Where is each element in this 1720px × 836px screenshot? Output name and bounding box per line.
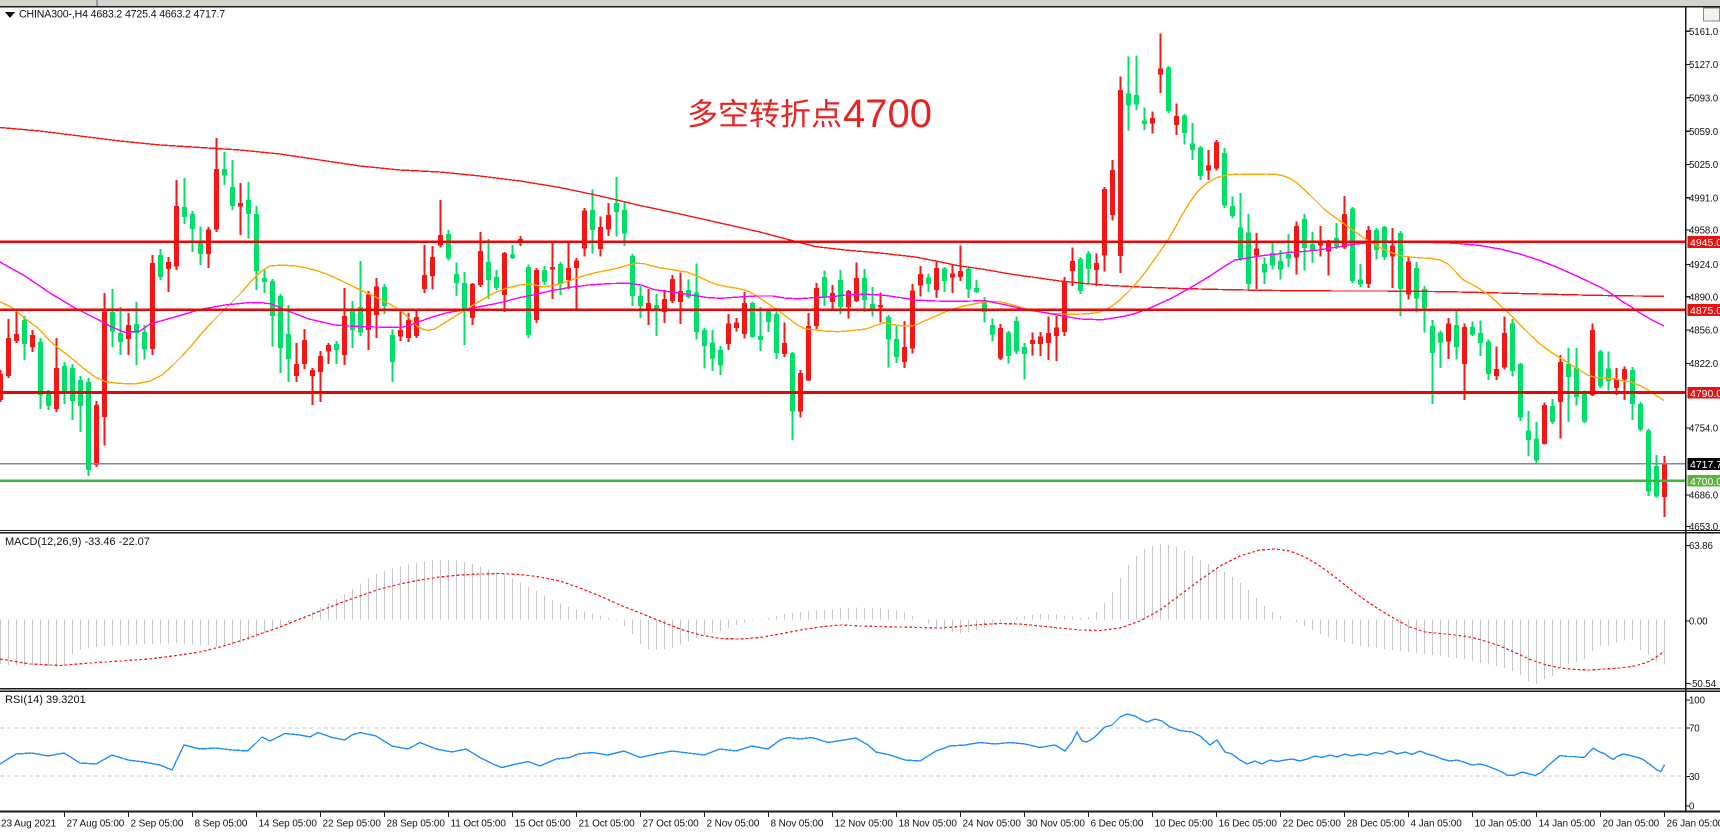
svg-text:4 Jan 05:00: 4 Jan 05:00 [1411,819,1463,830]
svg-text:14 Jan 05:00: 14 Jan 05:00 [1539,819,1596,830]
svg-text:4700.0: 4700.0 [1690,476,1720,488]
svg-text:2 Nov 05:00: 2 Nov 05:00 [707,819,760,830]
svg-text:4890.0: 4890.0 [1689,292,1719,303]
svg-text:23 Aug 2021: 23 Aug 2021 [1,819,57,830]
svg-text:30 Nov 05:00: 30 Nov 05:00 [1027,819,1086,830]
svg-text:6 Dec 05:00: 6 Dec 05:00 [1091,819,1144,830]
svg-text:5161.0: 5161.0 [1689,27,1719,38]
svg-text:4875.0: 4875.0 [1690,305,1720,317]
svg-text:-50.54: -50.54 [1689,679,1717,690]
svg-text:2 Sep 05:00: 2 Sep 05:00 [131,819,184,830]
svg-text:28 Sep 05:00: 28 Sep 05:00 [387,819,446,830]
svg-text:15 Oct 05:00: 15 Oct 05:00 [515,819,572,830]
svg-text:20 Jan 05:00: 20 Jan 05:00 [1603,819,1660,830]
svg-text:27 Aug 05:00: 27 Aug 05:00 [67,819,125,830]
svg-text:0: 0 [1689,802,1695,813]
svg-text:10 Dec 05:00: 10 Dec 05:00 [1155,819,1214,830]
svg-text:22 Dec 05:00: 22 Dec 05:00 [1283,819,1342,830]
svg-text:100: 100 [1689,696,1706,707]
svg-text:4991.0: 4991.0 [1689,193,1719,204]
svg-text:8 Nov 05:00: 8 Nov 05:00 [771,819,824,830]
svg-text:14 Sep 05:00: 14 Sep 05:00 [259,819,318,830]
svg-text:22 Sep 05:00: 22 Sep 05:00 [323,819,382,830]
svg-text:12 Nov 05:00: 12 Nov 05:00 [835,819,894,830]
svg-text:21 Oct 05:00: 21 Oct 05:00 [579,819,636,830]
svg-text:4700: 4700 [843,92,932,136]
svg-text:28 Dec 05:00: 28 Dec 05:00 [1347,819,1406,830]
svg-text:4924.0: 4924.0 [1689,260,1719,271]
svg-text:4958.0: 4958.0 [1689,226,1719,237]
svg-text:4653.0: 4653.0 [1689,522,1719,533]
svg-text:24 Nov 05:00: 24 Nov 05:00 [963,819,1022,830]
svg-text:8 Sep 05:00: 8 Sep 05:00 [195,819,248,830]
svg-text:4856.0: 4856.0 [1689,326,1719,337]
svg-text:RSI(14) 39.3201: RSI(14) 39.3201 [5,694,86,706]
svg-text:26 Jan 05:00: 26 Jan 05:00 [1667,819,1720,830]
svg-text:4754.0: 4754.0 [1689,424,1719,435]
svg-text:0.00: 0.00 [1689,617,1708,628]
svg-text:4717.7: 4717.7 [1690,459,1720,471]
svg-text:5127.0: 5127.0 [1689,60,1719,71]
svg-text:4686.0: 4686.0 [1689,491,1719,502]
svg-text:70: 70 [1689,724,1700,735]
svg-text:11 Oct 05:00: 11 Oct 05:00 [451,819,507,830]
svg-text:4945.0: 4945.0 [1690,237,1720,249]
svg-text:5093.0: 5093.0 [1689,93,1719,104]
svg-text:4822.0: 4822.0 [1689,359,1719,370]
svg-text:5059.0: 5059.0 [1689,127,1719,138]
svg-text:18 Nov 05:00: 18 Nov 05:00 [899,819,958,830]
svg-text:MACD(12,26,9) -33.46 -22.07: MACD(12,26,9) -33.46 -22.07 [5,536,150,548]
svg-text:5025.0: 5025.0 [1689,160,1719,171]
svg-text:4790.0: 4790.0 [1690,388,1720,400]
svg-text:CHINA300-,H4 4683.2 4725.4 46: CHINA300-,H4 4683.2 4725.4 4663.2 4717.7 [19,9,225,21]
svg-text:63.86: 63.86 [1689,541,1713,552]
svg-text:27 Oct 05:00: 27 Oct 05:00 [643,819,700,830]
svg-text:30: 30 [1689,772,1700,783]
svg-text:10 Jan 05:00: 10 Jan 05:00 [1475,819,1532,830]
svg-text:16 Dec 05:00: 16 Dec 05:00 [1219,819,1278,830]
